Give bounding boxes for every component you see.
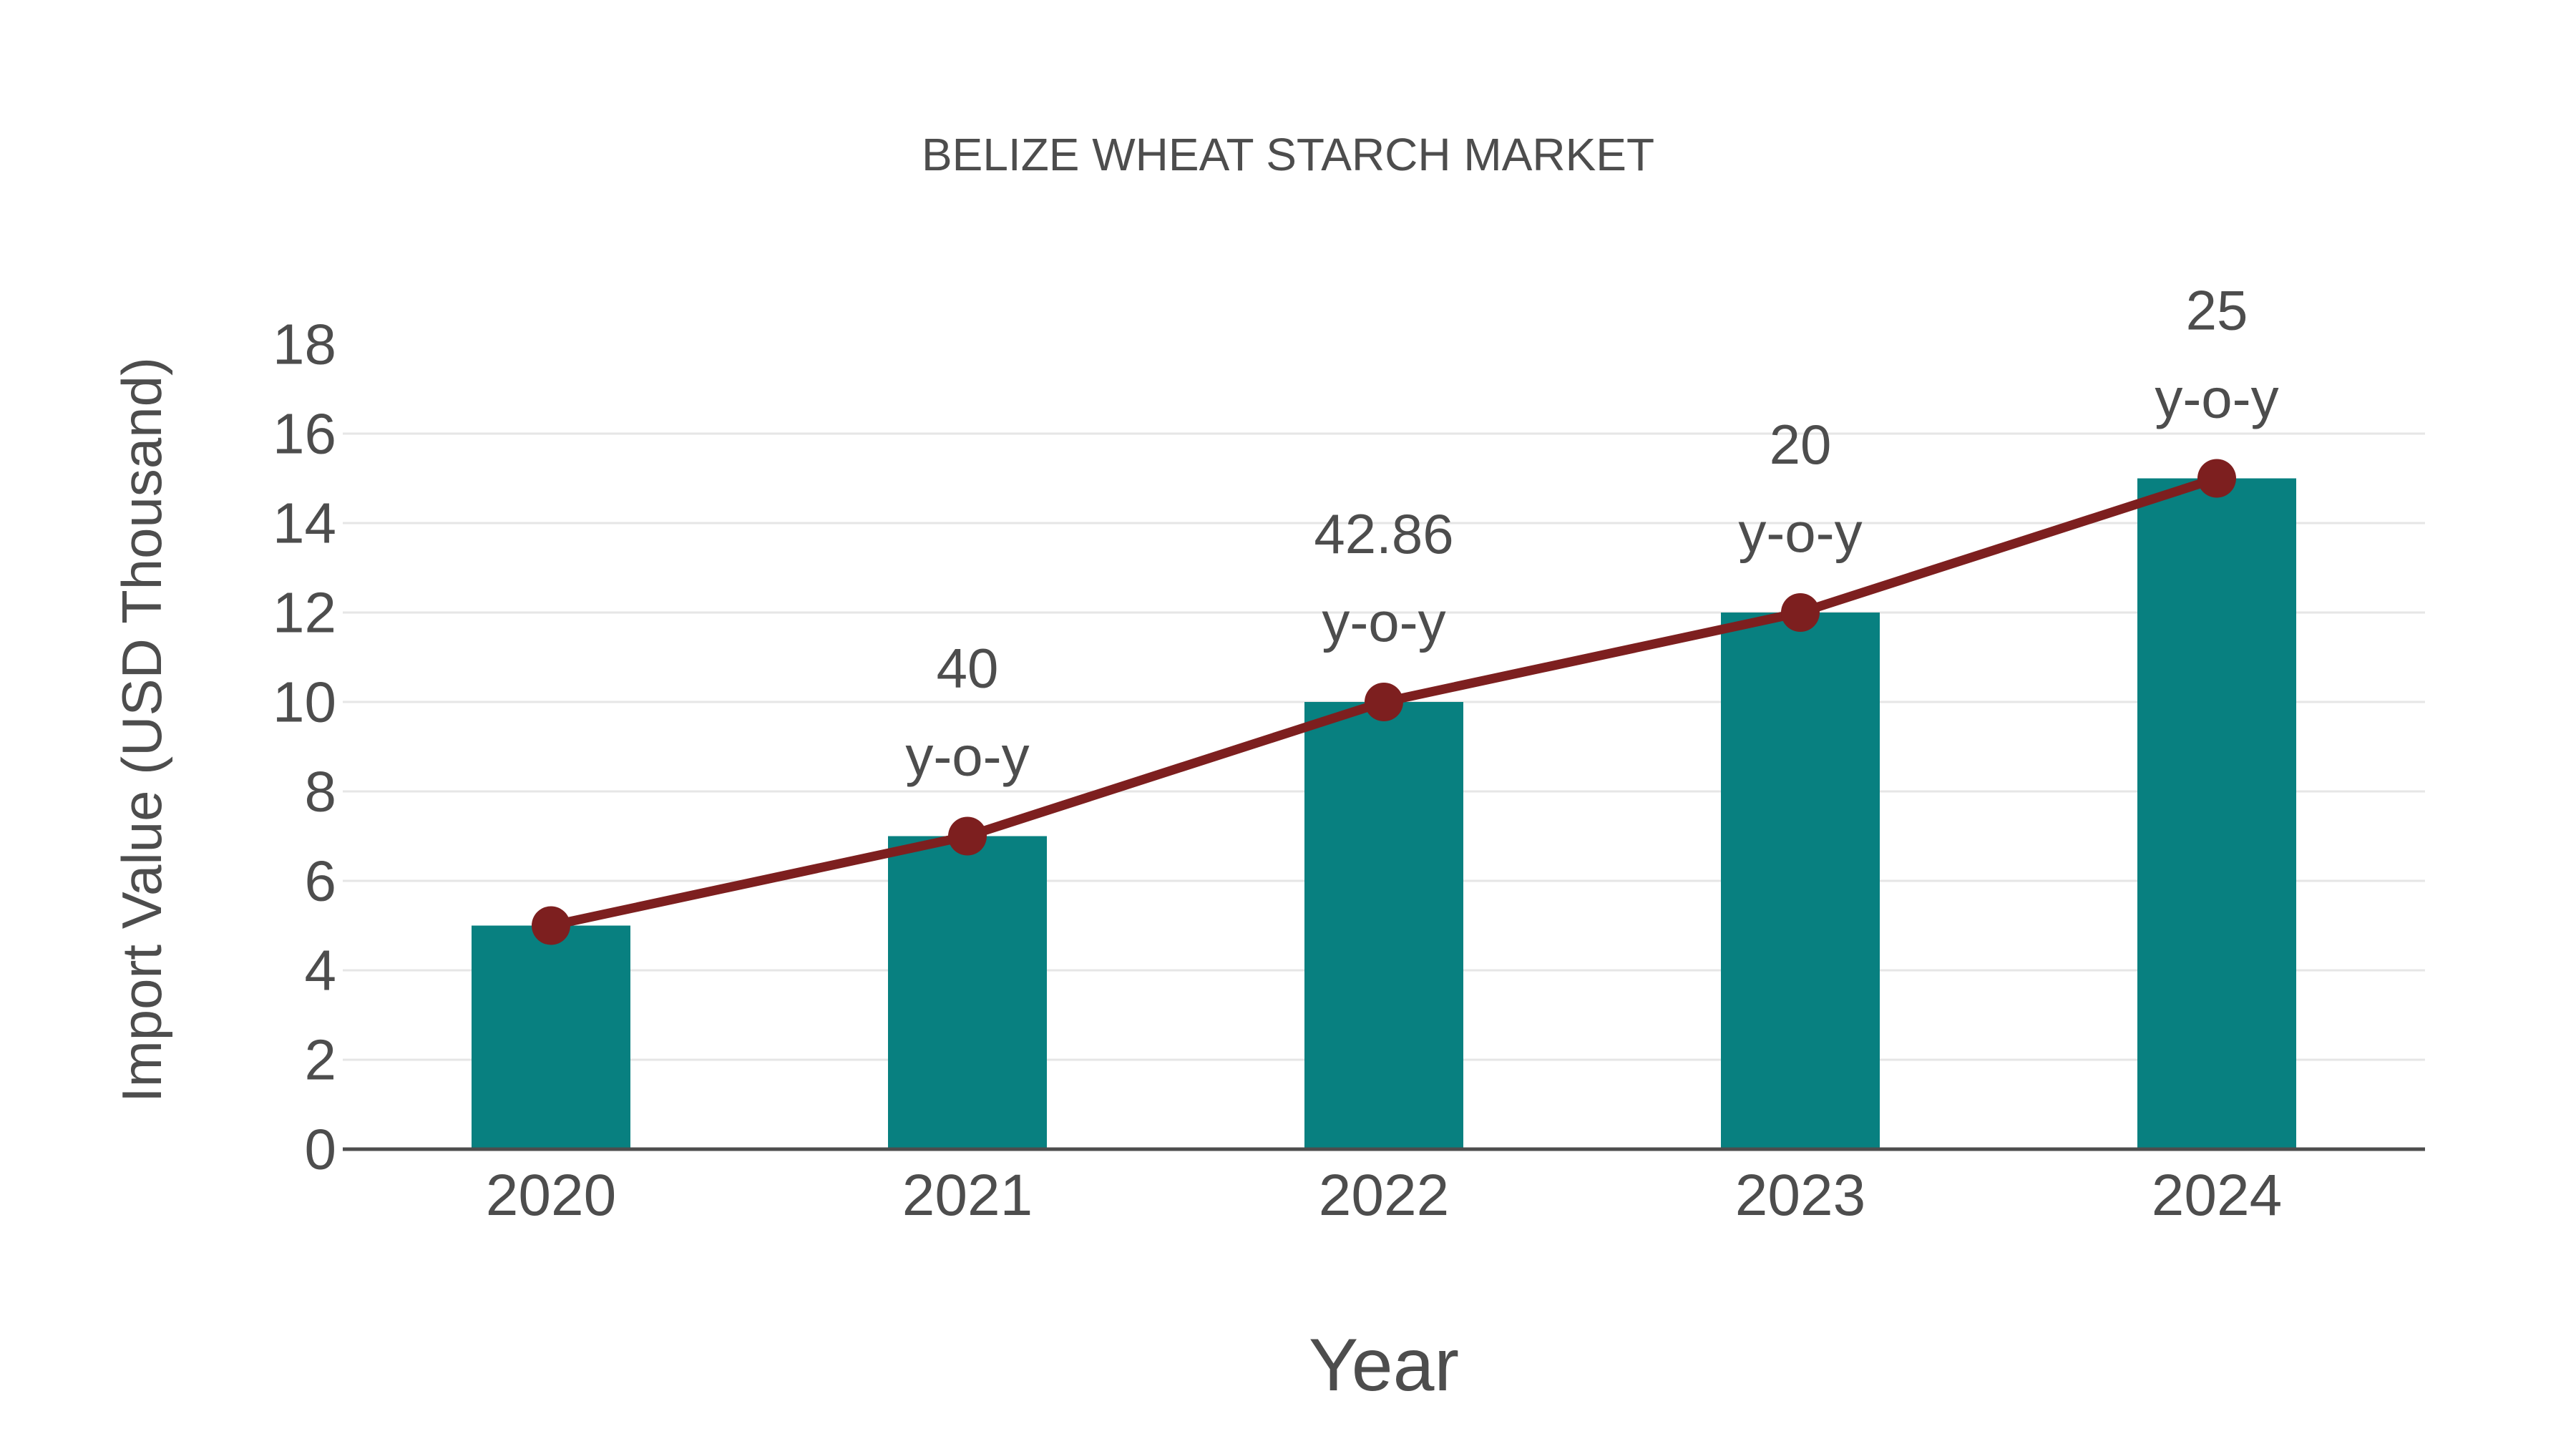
y-tick-label-10: 10 (273, 670, 336, 734)
y-tick-label-6: 6 (305, 849, 337, 913)
x-tick-label-2024: 2024 (2152, 1163, 2282, 1228)
annotations-layer: 40 y-o-y 42.86 y-o-y 20 y-o-y 25 y-o-y (905, 279, 2278, 788)
y-tick-label-14: 14 (273, 492, 336, 555)
y-tick-label-0: 0 (305, 1118, 337, 1181)
annotation-2021-line1: 40 (937, 637, 999, 700)
y-tick-label-4: 4 (305, 939, 337, 1002)
y-tick-label-18: 18 (273, 313, 336, 376)
line-marker-2024 (2197, 459, 2236, 498)
y-axis-tick-labels: 0 2 4 6 8 10 12 14 16 18 (273, 313, 336, 1181)
x-tick-label-2023: 2023 (1735, 1163, 1865, 1228)
line-marker-2022 (1365, 683, 1403, 721)
x-tick-label-2022: 2022 (1319, 1163, 1449, 1228)
x-tick-label-2021: 2021 (902, 1163, 1033, 1228)
line-series-layer (532, 459, 2236, 945)
x-axis-title: Year (1309, 1324, 1459, 1407)
chart-title: BELIZE WHEAT STARCH MARKET (922, 129, 1654, 180)
line-marker-2020 (532, 906, 570, 945)
annotation-2022-line1: 42.86 (1314, 502, 1453, 565)
annotation-2024-line1: 25 (2186, 279, 2248, 342)
y-tick-label-8: 8 (305, 760, 337, 824)
bar-2023 (1721, 613, 1880, 1149)
annotation-2023-line1: 20 (1770, 413, 1832, 476)
x-tick-label-2020: 2020 (486, 1163, 616, 1228)
annotation-2023-line2: y-o-y (1738, 501, 1862, 564)
bar-series-layer (472, 478, 2296, 1149)
line-marker-2023 (1781, 593, 1820, 632)
annotation-2021-line2: y-o-y (905, 725, 1029, 788)
y-axis-title: Import Value (USD Thousand) (110, 357, 173, 1103)
x-axis-tick-labels: 2020 2021 2022 2023 2024 (486, 1163, 2282, 1228)
y-tick-label-2: 2 (305, 1028, 337, 1092)
line-marker-2021 (948, 816, 987, 856)
y-tick-label-16: 16 (273, 402, 336, 466)
annotation-2024-line2: y-o-y (2155, 367, 2278, 430)
annotation-2022-line2: y-o-y (1322, 590, 1445, 653)
y-tick-label-12: 12 (273, 581, 336, 645)
bar-2022 (1304, 702, 1463, 1149)
bar-2020 (472, 925, 630, 1149)
bar-2021 (888, 836, 1047, 1149)
bar-2024 (2137, 478, 2296, 1149)
